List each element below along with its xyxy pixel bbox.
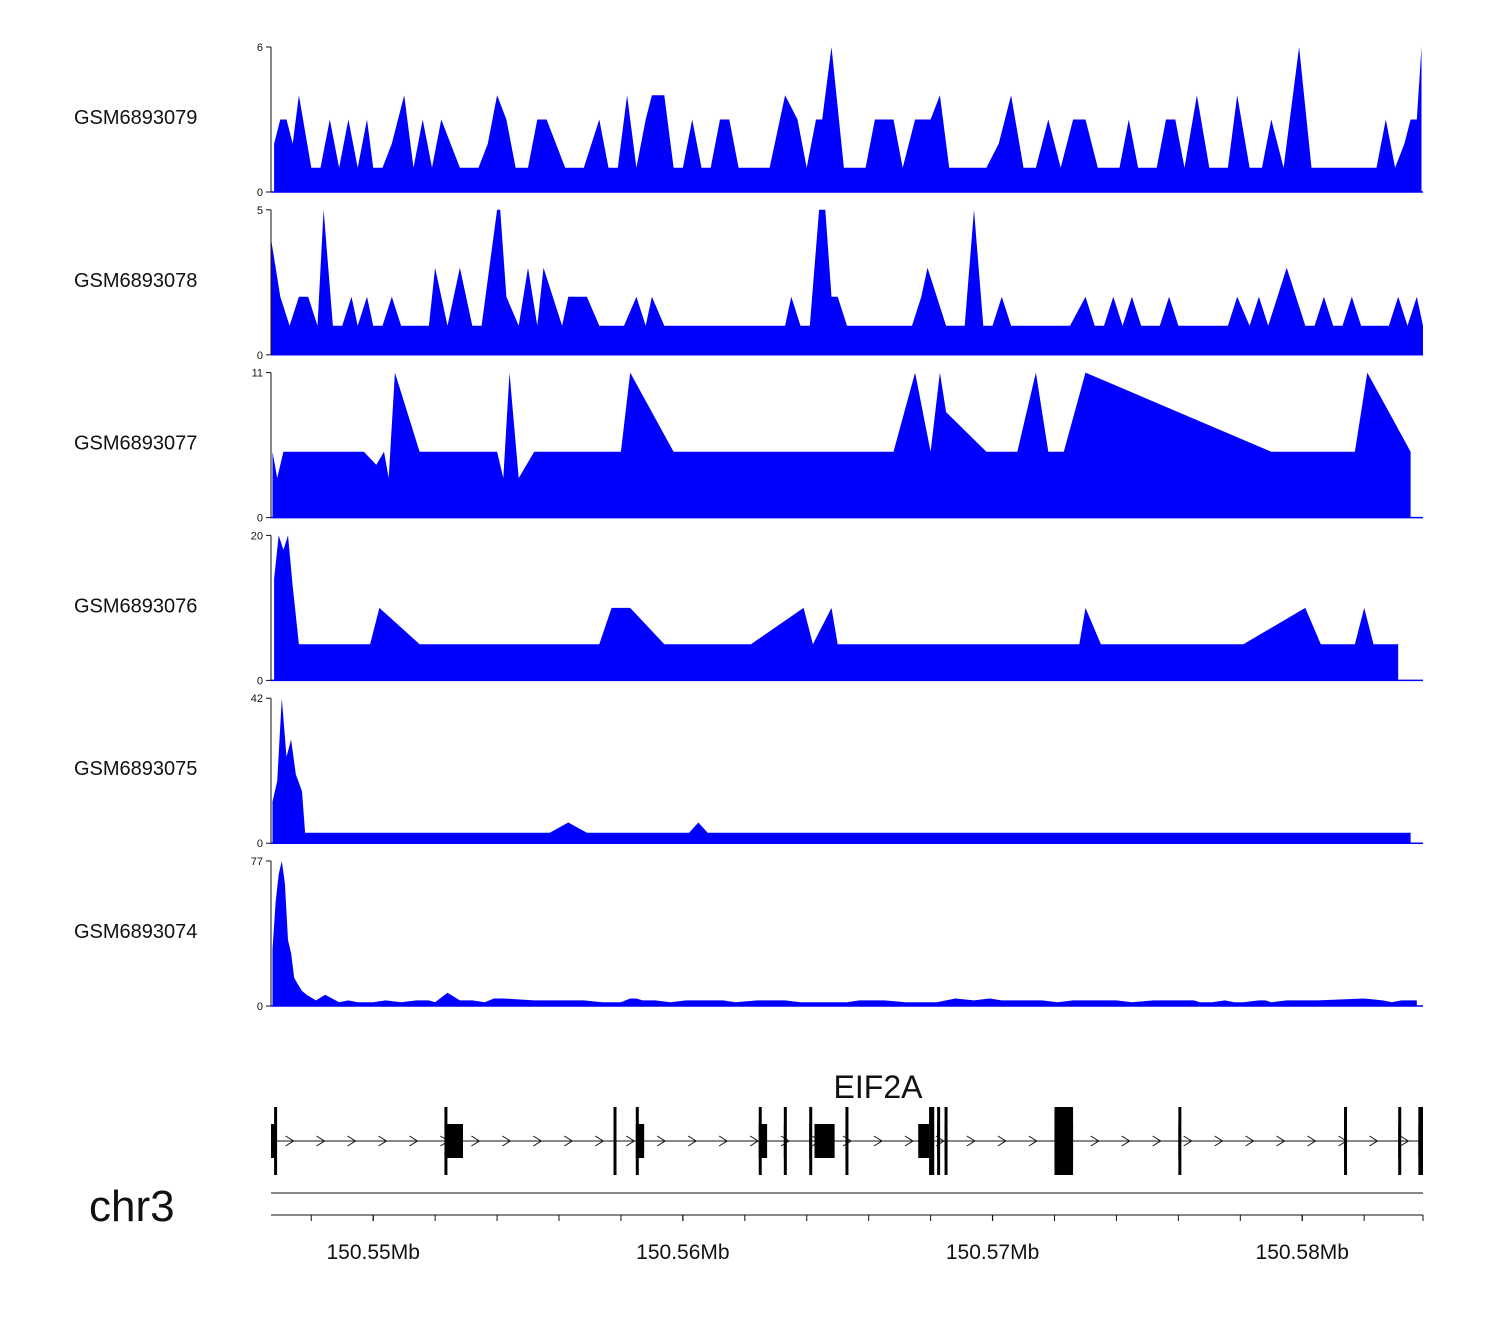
strand-arrow-icon (1152, 1135, 1162, 1147)
coverage-area (274, 47, 1422, 192)
y-tick-label-max: 77 (251, 856, 263, 868)
strand-arrow-icon (502, 1135, 512, 1147)
strand-arrow-icon (1245, 1135, 1255, 1147)
strand-arrow-icon (1028, 1135, 1038, 1147)
y-tick-label-max: 6 (257, 42, 263, 54)
gene-coding-exon (845, 1107, 849, 1175)
y-tick-label-min: 0 (257, 675, 263, 687)
gene-exon (814, 1124, 835, 1158)
strand-arrow-icon (1121, 1135, 1131, 1147)
track-GSM6893075: 42 0 GSM6893075 (74, 693, 1423, 850)
gene-coding-exon (1398, 1107, 1402, 1175)
strand-arrow-icon (625, 1135, 636, 1147)
strand-arrow-icon (378, 1135, 388, 1147)
gene-coding-exon (944, 1107, 948, 1175)
strand-arrow-icon (904, 1135, 914, 1147)
track-GSM6893078: 5 0 GSM6893078 (74, 205, 1423, 362)
strand-arrow-icon (997, 1135, 1007, 1147)
strand-arrow-icon (687, 1135, 698, 1147)
coverage-area (274, 535, 1399, 681)
gene-coding-exon (1344, 1107, 1348, 1175)
strand-arrow-icon (594, 1135, 605, 1147)
coverage-tracks: 6 0 GSM6893079 5 0 GSM6893078 11 0 GSM6893077 20 0… (74, 42, 1423, 1013)
gene-coding-exon (758, 1107, 762, 1175)
strand-arrow-icon (873, 1135, 883, 1147)
gene-coding-exon (1418, 1107, 1423, 1175)
strand-arrow-icon (780, 1135, 791, 1147)
track-label: GSM6893076 (74, 595, 197, 617)
track-GSM6893077: 11 0 GSM6893077 (74, 368, 1423, 525)
strand-arrow-icon (316, 1135, 326, 1147)
strand-arrow-icon (1369, 1135, 1379, 1147)
track-label: GSM6893074 (74, 921, 197, 943)
y-tick-label-min: 0 (257, 513, 263, 525)
gene-coding-exon (444, 1107, 448, 1175)
strand-arrow-icon (564, 1135, 574, 1147)
gene-exon (635, 1124, 645, 1158)
strand-arrow-icon (718, 1135, 729, 1147)
y-tick-label-max: 20 (251, 530, 263, 542)
coverage-area (272, 861, 1417, 1006)
strand-arrow-icon (1400, 1135, 1410, 1147)
y-tick-label-max: 42 (251, 693, 263, 705)
strand-arrow-icon (347, 1135, 357, 1147)
track-label: GSM6893078 (74, 270, 197, 292)
gene-coding-exon (783, 1107, 787, 1175)
coverage-area (271, 209, 1423, 355)
strand-arrow-icon (1307, 1135, 1317, 1147)
genome-axis: 150.55Mb 150.56Mb 150.57Mb 150.58Mb chr3 (89, 1182, 1424, 1264)
gene-coding-exon (1178, 1107, 1182, 1175)
strand-arrow-icon (749, 1135, 760, 1147)
gene-model-track: EIF2A (271, 1069, 1423, 1175)
strand-arrow-icon (656, 1135, 667, 1147)
track-label: GSM6893075 (74, 758, 197, 780)
strand-arrow-icon (285, 1135, 295, 1147)
track-GSM6893074: 77 0 GSM6893074 (74, 856, 1423, 1013)
track-GSM6893079: 6 0 GSM6893079 (74, 42, 1423, 199)
y-tick-label-min: 0 (257, 350, 263, 362)
axis-tick-label: 150.55Mb (326, 1241, 419, 1264)
gene-coding-exon (613, 1107, 617, 1175)
axis-tick-label: 150.56Mb (636, 1241, 729, 1264)
y-tick-label-min: 0 (257, 187, 263, 199)
strand-arrow-icon (966, 1135, 976, 1147)
track-label: GSM6893077 (74, 433, 197, 455)
gene-coding-exon (809, 1107, 813, 1175)
gene-coding-exon (1054, 1107, 1074, 1175)
strand-arrow-icon (1214, 1135, 1224, 1147)
gene-exon (445, 1124, 463, 1158)
strand-arrow-icon (1090, 1135, 1100, 1147)
chromosome-label: chr3 (89, 1182, 175, 1231)
y-tick-label-max: 5 (257, 205, 263, 217)
strand-arrow-icon (1183, 1135, 1193, 1147)
strand-arrow-icon (471, 1135, 481, 1147)
gene-coding-exon (635, 1107, 639, 1175)
y-tick-label-max: 11 (252, 368, 263, 380)
gene-coding-exon (274, 1107, 278, 1175)
gene-exon (271, 1124, 277, 1158)
track-label: GSM6893079 (74, 107, 197, 129)
strand-arrow-icon (533, 1135, 543, 1147)
coverage-area (272, 372, 1411, 518)
y-tick-label-min: 0 (257, 1001, 263, 1013)
strand-arrow-icon (409, 1135, 419, 1147)
gene-exon (758, 1124, 768, 1158)
coverage-area (272, 698, 1411, 844)
axis-tick-label: 150.58Mb (1256, 1241, 1349, 1264)
strand-arrow-icon (1276, 1135, 1286, 1147)
gene-exon (918, 1124, 930, 1158)
gene-label: EIF2A (834, 1069, 924, 1105)
gene-coding-exon (929, 1107, 933, 1175)
track-GSM6893076: 20 0 GSM6893076 (74, 530, 1423, 687)
gene-coding-exon (931, 1107, 935, 1175)
gene-coding-exon (937, 1107, 941, 1175)
axis-tick-label: 150.57Mb (946, 1241, 1039, 1264)
y-tick-label-min: 0 (257, 838, 263, 850)
